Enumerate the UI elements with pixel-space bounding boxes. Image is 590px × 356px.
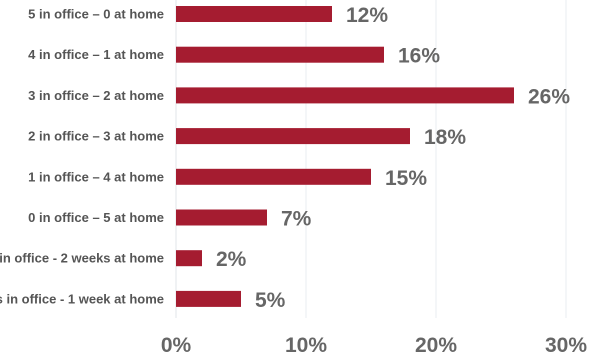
x-tick-label: 20% [415, 334, 457, 356]
value-label: 15% [385, 167, 427, 190]
bar-4 [176, 168, 371, 185]
category-label: 1 week in office - 2 weeks at home [0, 251, 164, 266]
bars [176, 6, 514, 307]
value-label: 5% [255, 289, 286, 312]
bar-3 [176, 128, 410, 145]
value-label: 18% [424, 126, 466, 149]
value-label: 12% [346, 4, 388, 27]
category-label: 5 in office – 0 at home [28, 7, 164, 22]
value-label: 26% [528, 85, 570, 108]
bar-7 [176, 290, 241, 307]
category-labels: 5 in office – 0 at home 4 in office – 1 a… [0, 7, 164, 307]
value-label: 2% [216, 248, 247, 271]
bar-1 [176, 46, 384, 63]
value-label: 16% [398, 45, 440, 68]
value-labels: 12% 16% 26% 18% 15% 7% 2% 5% [216, 4, 570, 312]
bar-5 [176, 209, 267, 226]
category-label: 2 in office – 3 at home [28, 129, 164, 144]
value-label: 7% [281, 208, 312, 231]
category-label: 4 in office – 1 at home [28, 47, 164, 62]
category-label: 3 in office – 2 at home [28, 88, 164, 103]
category-label: 1 in office – 4 at home [28, 169, 164, 184]
x-tick-label: 30% [545, 334, 587, 356]
x-axis-tick-labels: 0% 10% 20% 30% [161, 334, 588, 356]
category-label: 0 in office – 5 at home [28, 210, 164, 225]
bar-0 [176, 6, 332, 22]
x-tick-label: 10% [285, 334, 327, 356]
category-label: 2 weeks in office - 1 week at home [0, 291, 164, 306]
bar-2 [176, 87, 514, 104]
x-tick-label: 0% [161, 334, 192, 356]
bar-6 [176, 250, 202, 267]
